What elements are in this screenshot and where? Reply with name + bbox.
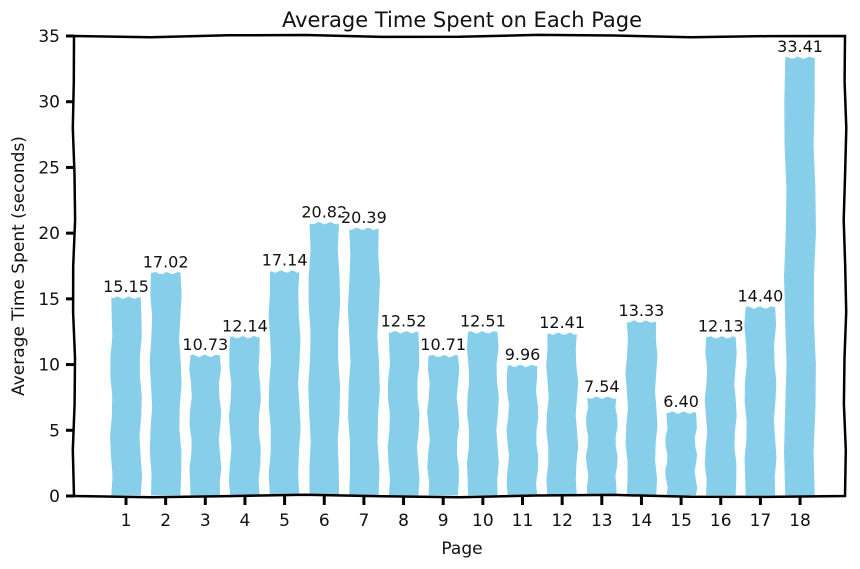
- bar-value-label: 12.51: [460, 312, 506, 331]
- bar-value-label: 17.02: [143, 252, 189, 271]
- bar-page-14: [623, 318, 659, 497]
- x-tick-label: 14: [631, 511, 653, 531]
- x-tick-label: 4: [240, 511, 251, 531]
- bar-page-12: [544, 330, 580, 497]
- y-tick-label: 10: [38, 356, 60, 376]
- x-tick-label: 18: [789, 511, 811, 531]
- bar-value-label: 12.13: [698, 317, 744, 336]
- bar-page-13: [584, 394, 620, 497]
- x-tick-label: 10: [472, 511, 494, 531]
- bar-page-6: [306, 220, 342, 497]
- bar-page-10: [465, 329, 501, 497]
- bar-page-11: [504, 362, 540, 497]
- bar-value-label: 6.40: [663, 392, 699, 411]
- bar-page-9: [425, 353, 461, 497]
- bar-value-label: 17.14: [262, 251, 308, 270]
- x-tick-label: 9: [438, 511, 449, 531]
- bar-value-label: 14.40: [737, 287, 783, 306]
- bar-value-label: 12.14: [222, 316, 268, 335]
- bar-page-17: [742, 304, 778, 497]
- bar-value-label: 20.39: [341, 208, 387, 227]
- x-tick-label: 3: [200, 511, 211, 531]
- bar-page-4: [227, 334, 263, 497]
- y-tick-label: 20: [38, 224, 60, 244]
- bar-page-7: [346, 226, 382, 497]
- x-tick-label: 5: [279, 511, 290, 531]
- y-tick-label: 0: [49, 487, 60, 507]
- bar-value-label: 12.52: [381, 311, 427, 330]
- plot-frame: [71, 33, 848, 499]
- bar-value-label: 20.82: [301, 202, 347, 221]
- bar-value-label: 15.15: [103, 277, 149, 296]
- x-tick-label: 17: [750, 511, 772, 531]
- bar-value-label: 13.33: [619, 301, 665, 320]
- bar-page-1: [108, 294, 144, 497]
- x-tick-label: 6: [319, 511, 330, 531]
- bar-value-label: 7.54: [584, 377, 620, 396]
- x-tick-label: 2: [160, 511, 171, 531]
- x-tick-label: 16: [710, 511, 732, 531]
- bar-value-label: 10.73: [182, 335, 228, 354]
- bar-value-label: 10.71: [420, 335, 466, 354]
- bar-page-3: [187, 352, 223, 497]
- y-axis: 0 5 10 15 20 25 30 35: [38, 27, 74, 507]
- x-tick-label: 11: [512, 511, 534, 531]
- bar-page-5: [267, 268, 303, 497]
- bar-value-label: 12.41: [539, 313, 585, 332]
- x-tick-label: 15: [670, 511, 692, 531]
- y-axis-label: Average Time Spent (seconds): [9, 136, 29, 396]
- bar-page-8: [386, 329, 422, 497]
- bar-page-15: [663, 409, 699, 497]
- x-tick-label: 13: [591, 511, 613, 531]
- y-tick-label: 30: [38, 93, 60, 113]
- y-tick-label: 35: [38, 27, 60, 47]
- x-axis: 1 2 3 4 5 6 7 8 9 10 11 12 13 14 15 16 17 18: [121, 496, 811, 531]
- y-tick-label: 5: [49, 421, 60, 441]
- bar-value-label: 9.96: [505, 345, 541, 364]
- bar-page-16: [703, 334, 739, 497]
- bar-value-label: 33.41: [777, 37, 823, 56]
- bar-page-2: [148, 270, 184, 497]
- x-tick-label: 1: [121, 511, 132, 531]
- y-tick-label: 15: [38, 290, 60, 310]
- x-tick-label: 12: [551, 511, 573, 531]
- chart-title: Average Time Spent on Each Page: [282, 8, 642, 32]
- y-tick-label: 25: [38, 158, 60, 178]
- x-tick-label: 8: [398, 511, 409, 531]
- bars-group: [108, 54, 818, 497]
- x-tick-label: 7: [358, 511, 369, 531]
- bar-page-18: [782, 54, 818, 497]
- x-axis-label: Page: [441, 539, 482, 559]
